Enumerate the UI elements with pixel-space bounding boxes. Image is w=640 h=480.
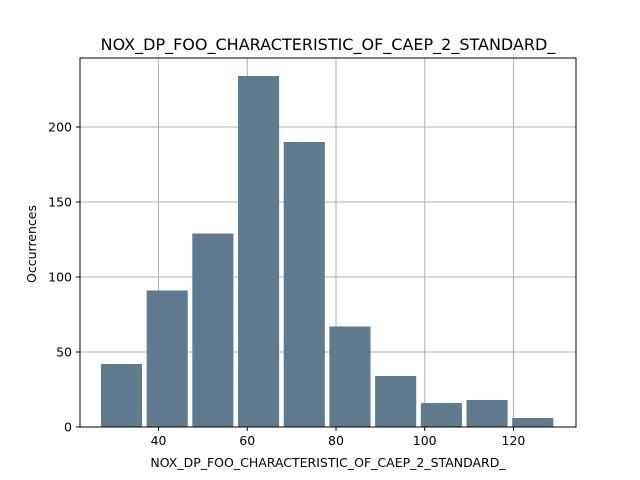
bars: [100, 76, 554, 427]
axis-ticks: 40 60 80 100 120 0 50 100 150 200: [48, 120, 525, 449]
x-tick-label: 60: [239, 433, 255, 448]
histogram-bar: [329, 326, 371, 427]
histogram-bar: [420, 403, 462, 427]
y-tick-label: 150: [48, 195, 72, 210]
histogram-bar: [375, 376, 417, 427]
y-tick-label: 100: [48, 270, 72, 285]
x-tick-label: 40: [151, 433, 167, 448]
y-axis-label: Occurrences: [24, 205, 39, 283]
histogram-bar: [466, 400, 508, 427]
histogram-bar: [283, 142, 325, 427]
x-tick-label: 80: [328, 433, 344, 448]
plot-frame: [79, 57, 577, 428]
chart-title: NOX_DP_FOO_CHARACTERISTIC_OF_CAEP_2_STAN…: [101, 35, 557, 55]
y-tick-label: 50: [56, 345, 72, 360]
histogram-bar: [100, 364, 143, 427]
x-tick-label: 120: [502, 433, 526, 448]
histogram-bar: [192, 233, 234, 427]
x-axis-label: NOX_DP_FOO_CHARACTERISTIC_OF_CAEP_2_STAN…: [150, 455, 506, 470]
histogram-bar: [146, 290, 188, 427]
y-tick-label: 0: [64, 420, 72, 435]
histogram-bar: [238, 76, 280, 427]
histogram-bar: [512, 418, 554, 427]
x-tick-label: 100: [413, 433, 437, 448]
y-tick-label: 200: [48, 120, 72, 135]
